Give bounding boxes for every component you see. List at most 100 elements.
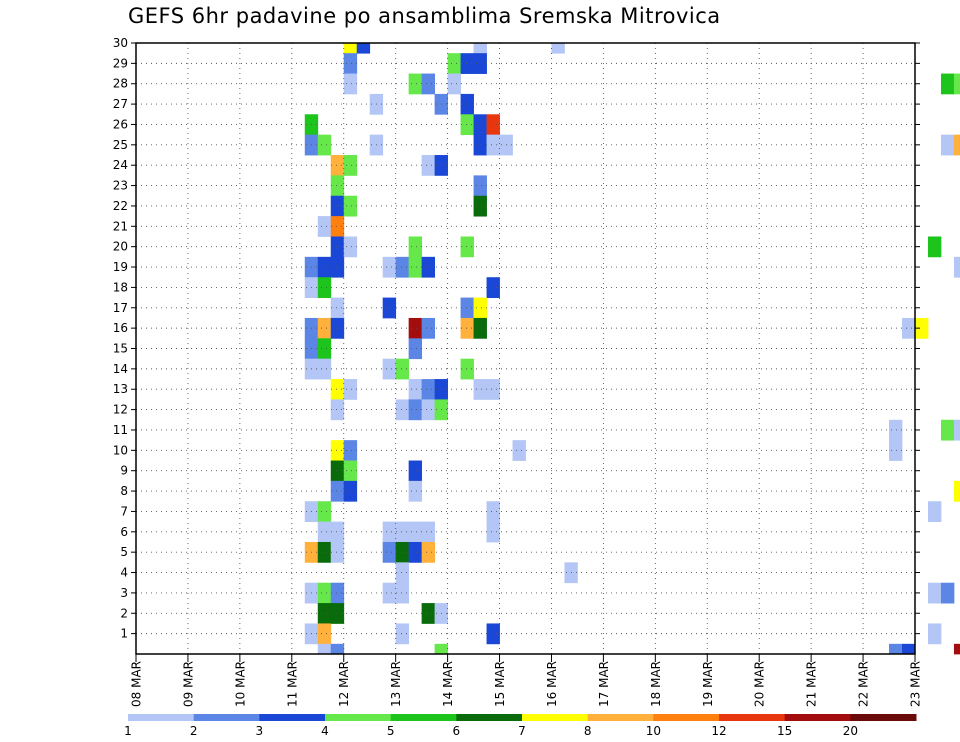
heatmap-cell [395,521,410,543]
heatmap-cell [460,53,474,74]
heatmap-cell [953,256,960,278]
heatmap-cell [473,134,487,156]
heatmap-cell [434,643,448,655]
colorbar-swatch [850,714,917,721]
y-tick-label: 13 [113,382,128,396]
x-tick-label: 17 MAR [597,661,611,707]
y-tick-label: 3 [120,586,128,600]
heatmap-cell [317,216,332,237]
heatmap-cell [330,603,345,624]
y-tick-label: 28 [113,77,128,91]
heatmap-cell [395,582,410,604]
heatmap-cell [408,236,423,258]
x-tick-label: 13 MAR [389,661,403,707]
heatmap-cell [940,419,955,441]
heatmap-cell [421,256,436,278]
heatmap-cell [473,379,487,400]
heatmap-cell [486,134,500,156]
colorbar-swatch [587,714,654,721]
heatmap-cell [889,419,903,441]
heatmap-cell [473,114,487,136]
x-tick-label: 22 MAR [857,661,871,707]
heatmap-cell [408,480,423,502]
heatmap-cell [343,460,358,482]
y-tick-label: 27 [113,97,128,111]
heatmap-cell [317,501,332,523]
heatmap-cell [317,603,332,624]
colorbar-swatch [325,714,392,721]
heatmap-cell [940,134,955,156]
heatmap-cell [330,216,345,237]
heatmap-cell [940,582,955,604]
colorbar-swatch [390,714,457,721]
heatmap-cell [915,317,929,339]
heatmap-cell [460,317,474,339]
x-tick-label: 23 MAR [909,661,923,707]
heatmap-cell [317,134,332,156]
heatmap-cell [421,155,436,176]
heatmap-cell [330,317,345,339]
heatmap-cell [408,256,423,278]
y-tick-label: 1 [120,627,128,641]
colorbar-swatch [259,714,326,721]
heatmap-cell [447,53,461,74]
heatmap-cell [421,541,436,563]
heatmap-cell [317,623,332,645]
heatmap-cell [473,53,487,74]
heatmap-cell [330,379,345,400]
y-tick-label: 23 [113,179,128,193]
heatmap-cell [382,256,397,278]
heatmap-cell [317,277,332,298]
heatmap-cell [343,53,358,74]
heatmap-cell [395,562,410,584]
heatmap-cell [460,297,474,319]
heatmap-cell [473,43,487,54]
heatmap-cell [927,236,942,258]
y-tick-label: 2 [120,606,128,620]
heatmap-cell [395,541,410,563]
heatmap-cell [902,643,916,655]
y-tick-label: 7 [120,504,128,518]
heatmap-cell [317,358,332,380]
heatmap-cell [330,175,345,197]
heatmap-cell [421,399,436,421]
heatmap-cell [408,460,423,482]
grid-layer [136,42,915,654]
heatmap-cell [330,480,345,502]
colorbar-label: 15 [777,724,792,738]
colorbar-label: 1 [124,724,132,738]
y-tick-label: 25 [113,138,128,152]
x-tick-label: 20 MAR [753,661,767,707]
x-tick-label: 09 MAR [181,661,195,707]
heatmap-cell [408,399,423,421]
heatmap-cell [343,480,358,502]
colorbar-label: 6 [453,724,461,738]
heatmap-cell [486,521,500,543]
heatmap-cell [408,317,423,339]
x-tick-label: 19 MAR [701,661,715,707]
heatmap-cell [421,317,436,339]
heatmap-cell [486,501,500,523]
x-tick-label: 08 MAR [130,661,144,707]
y-tick-label: 11 [113,423,128,437]
heatmap-cell [421,73,436,95]
y-tick-label: 21 [113,219,128,233]
heatmap-cell [317,521,332,543]
heatmap-cell [330,541,345,563]
y-tick-label: 19 [113,260,128,274]
heatmap-cell [343,236,358,258]
x-tick-label: 16 MAR [545,661,559,707]
heatmap-cell [473,195,487,217]
heatmap-cell [408,541,423,563]
x-tick-label: 11 MAR [285,661,299,707]
heatmap-cell [330,643,345,655]
heatmap-cell [927,623,942,645]
y-tick-label: 24 [113,158,128,172]
heatmap-cell [551,43,565,54]
heatmap-cell [343,155,358,176]
colorbar-swatch [784,714,851,721]
colorbar: 1 2 3 4 5 6 7 8 10 12 15 20 [124,714,917,738]
heatmap-cell [330,582,345,604]
heatmap-cell [953,73,960,95]
